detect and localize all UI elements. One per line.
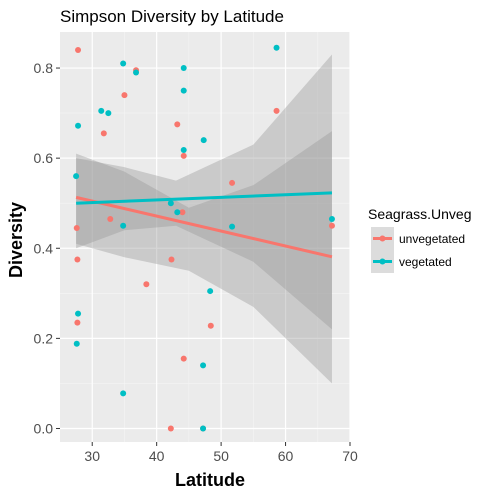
point-unvegetated — [73, 224, 80, 231]
trend-line-unvegetated — [75, 195, 333, 259]
y-axis-ticks: 0.0 0.2 0.4 0.6 0.8 — [34, 60, 60, 436]
y-tick-label: 0.6 — [34, 150, 54, 166]
legend-keys: unvegetated vegetated — [371, 227, 465, 273]
point-unvegetated — [207, 322, 214, 329]
point-vegetated — [98, 107, 105, 114]
point-vegetated — [180, 147, 187, 154]
point-unvegetated — [121, 92, 128, 99]
y-axis-title: Diversity — [6, 202, 26, 278]
point-unvegetated — [168, 256, 175, 263]
point-vegetated — [200, 425, 207, 432]
y-tick-label: 0.2 — [34, 330, 54, 346]
point-unvegetated — [174, 121, 181, 128]
x-tick-label: 50 — [213, 448, 229, 464]
x-axis-ticks: 30 40 50 60 70 — [84, 442, 358, 464]
x-tick-label: 70 — [342, 448, 358, 464]
legend-key-point — [379, 258, 386, 265]
point-vegetated — [229, 223, 236, 230]
point-vegetated — [273, 44, 280, 51]
legend-key-point — [379, 235, 386, 242]
point-unvegetated — [107, 215, 114, 222]
point-vegetated — [328, 215, 335, 222]
point-vegetated — [207, 288, 214, 295]
trend-lines — [75, 191, 333, 259]
point-unvegetated — [74, 256, 81, 263]
trend-line-vegetated — [76, 191, 333, 205]
y-tick-label: 0.0 — [34, 420, 54, 436]
point-vegetated — [133, 69, 140, 76]
point-vegetated — [120, 60, 127, 67]
point-vegetated — [180, 87, 187, 94]
point-unvegetated — [328, 222, 335, 229]
chart-title: Simpson Diversity by Latitude — [60, 7, 284, 26]
point-unvegetated — [180, 152, 187, 159]
legend-title: Seagrass.Unveg — [368, 206, 472, 222]
point-unvegetated — [75, 47, 82, 54]
point-unvegetated — [167, 425, 174, 432]
y-tick-label: 0.4 — [34, 240, 54, 256]
point-vegetated — [105, 110, 112, 117]
point-vegetated — [200, 362, 207, 369]
x-axis-title: Latitude — [175, 470, 245, 490]
point-vegetated — [120, 390, 127, 397]
x-tick-label: 30 — [84, 448, 100, 464]
point-vegetated — [73, 340, 80, 347]
x-tick-label: 60 — [278, 448, 294, 464]
point-unvegetated — [273, 107, 280, 114]
data-points — [73, 44, 335, 432]
x-tick-label: 40 — [149, 448, 165, 464]
point-vegetated — [174, 209, 181, 216]
legend-label-unvegetated: unvegetated — [399, 232, 465, 246]
point-vegetated — [167, 200, 174, 207]
y-tick-label: 0.8 — [34, 60, 54, 76]
point-unvegetated — [229, 179, 236, 186]
point-unvegetated — [179, 209, 186, 216]
legend-label-vegetated: vegetated — [399, 255, 452, 269]
point-vegetated — [75, 122, 82, 129]
plot-panel — [60, 32, 350, 442]
point-unvegetated — [74, 319, 81, 326]
legend: Seagrass.Unveg unvegetated vegetated — [368, 206, 472, 273]
point-vegetated — [200, 137, 207, 144]
point-vegetated — [120, 222, 127, 229]
point-vegetated — [75, 310, 82, 317]
confidence-band-vegetated — [76, 54, 332, 330]
point-unvegetated — [100, 130, 107, 137]
point-unvegetated — [143, 281, 150, 288]
point-vegetated — [180, 65, 187, 72]
point-unvegetated — [180, 355, 187, 362]
point-vegetated — [73, 173, 80, 180]
